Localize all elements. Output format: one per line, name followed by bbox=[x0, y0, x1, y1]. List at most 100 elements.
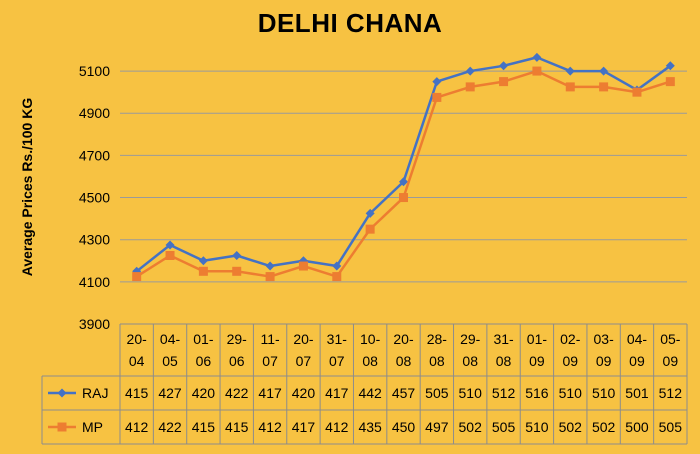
data-point-mp bbox=[132, 272, 142, 282]
x-tick-label: 01- bbox=[527, 331, 548, 347]
x-tick-label: 04 bbox=[129, 353, 145, 369]
x-tick-label: 11- bbox=[260, 331, 280, 347]
legend-label-raj: RAJ bbox=[82, 385, 108, 401]
table-cell-raj: 512 bbox=[659, 385, 683, 401]
table-cell-mp: 417 bbox=[292, 419, 316, 435]
table-cell-raj: 422 bbox=[225, 385, 249, 401]
table-cell-mp: 502 bbox=[459, 419, 483, 435]
table-cell-raj: 510 bbox=[559, 385, 583, 401]
y-tick-label: 4300 bbox=[79, 232, 110, 248]
x-tick-label: 20- bbox=[393, 331, 414, 347]
data-point-raj bbox=[399, 177, 408, 187]
x-tick-label: 08 bbox=[362, 353, 378, 369]
x-tick-label: 04- bbox=[160, 331, 181, 347]
table-cell-mp: 502 bbox=[592, 419, 616, 435]
grid-layer bbox=[120, 50, 687, 325]
table-cell-mp: 497 bbox=[425, 419, 449, 435]
y-tick-label: 4900 bbox=[79, 105, 110, 121]
series-layer bbox=[132, 52, 675, 282]
data-point-raj bbox=[465, 66, 475, 76]
x-tick-label: 09 bbox=[663, 353, 679, 369]
data-point-mp bbox=[465, 82, 475, 92]
data-point-raj bbox=[332, 261, 342, 271]
x-tick-label: 07 bbox=[296, 353, 312, 369]
table-cell-mp: 412 bbox=[125, 419, 149, 435]
data-point-raj bbox=[365, 208, 375, 218]
x-tick-label: 09 bbox=[562, 353, 578, 369]
table-cell-mp: 435 bbox=[358, 419, 382, 435]
x-tick-label: 29- bbox=[227, 331, 248, 347]
x-tick-label: 08 bbox=[396, 353, 412, 369]
table-cell-raj: 427 bbox=[158, 385, 182, 401]
x-tick-label: 06 bbox=[229, 353, 245, 369]
data-point-mp bbox=[599, 82, 609, 92]
data-point-mp bbox=[499, 77, 509, 87]
x-tick-label: 07 bbox=[329, 353, 345, 369]
x-tick-label: 31- bbox=[327, 331, 348, 347]
table-cell-mp: 505 bbox=[492, 419, 516, 435]
data-point-raj bbox=[532, 52, 542, 62]
data-point-raj bbox=[599, 66, 609, 76]
data-point-raj bbox=[165, 240, 175, 250]
data-point-raj bbox=[432, 77, 442, 87]
axis-layer: 3900 4100 4300 4500 4700 4900 5100 Average Pric… bbox=[19, 63, 681, 369]
data-point-raj bbox=[565, 66, 575, 76]
table-cell-raj: 510 bbox=[592, 385, 616, 401]
data-point-mp bbox=[432, 92, 442, 102]
data-point-mp bbox=[198, 266, 208, 276]
table-cell-raj: 516 bbox=[525, 385, 549, 401]
table-cell-raj: 420 bbox=[292, 385, 316, 401]
table-cell-mp: 505 bbox=[659, 419, 683, 435]
x-tick-label: 08 bbox=[429, 353, 445, 369]
legend-label-mp: MP bbox=[82, 419, 103, 435]
chart-title: DELHI CHANA bbox=[257, 8, 443, 38]
x-tick-label: 07 bbox=[262, 353, 278, 369]
table-cell-mp: 412 bbox=[325, 419, 349, 435]
data-point-mp bbox=[532, 66, 542, 76]
data-point-mp bbox=[265, 272, 275, 282]
y-tick-label: 5100 bbox=[79, 63, 110, 79]
table-cell-raj: 501 bbox=[625, 385, 649, 401]
table-cell-raj: 420 bbox=[192, 385, 216, 401]
x-tick-label: 03- bbox=[594, 331, 615, 347]
data-point-mp bbox=[565, 82, 575, 92]
x-tick-label: 04- bbox=[627, 331, 648, 347]
x-tick-label: 05- bbox=[660, 331, 681, 347]
data-point-mp bbox=[165, 251, 175, 260]
data-point-mp bbox=[632, 87, 642, 97]
table-cell-mp: 415 bbox=[192, 419, 216, 435]
legend-key-marker-raj bbox=[57, 388, 67, 398]
x-tick-label: 20- bbox=[293, 331, 314, 347]
table-cell-raj: 415 bbox=[125, 385, 149, 401]
x-tick-label: 09 bbox=[629, 353, 645, 369]
data-point-mp bbox=[399, 193, 408, 203]
x-tick-label: 01- bbox=[193, 331, 214, 347]
table-cell-mp: 415 bbox=[225, 419, 249, 435]
y-axis-label: Average Prices Rs./100 KG bbox=[19, 98, 35, 277]
table-cell-mp: 450 bbox=[392, 419, 416, 435]
y-tick-label: 4500 bbox=[79, 190, 110, 206]
table-cell-mp: 412 bbox=[258, 419, 282, 435]
table-cell-raj: 417 bbox=[325, 385, 349, 401]
x-tick-label: 09 bbox=[529, 353, 545, 369]
table-cell-raj: 417 bbox=[258, 385, 282, 401]
x-tick-label: 05 bbox=[162, 353, 178, 369]
data-point-raj bbox=[265, 261, 275, 271]
table-cell-mp: 510 bbox=[525, 419, 549, 435]
y-tick-label: 4100 bbox=[79, 274, 110, 290]
x-tick-label: 02- bbox=[560, 331, 581, 347]
data-point-raj bbox=[665, 61, 675, 71]
table-cell-mp: 500 bbox=[625, 419, 649, 435]
plot-background bbox=[120, 50, 687, 324]
table-cell-mp: 502 bbox=[559, 419, 583, 435]
table-cell-raj: 512 bbox=[492, 385, 516, 401]
data-point-mp bbox=[232, 266, 242, 276]
x-tick-label: 08 bbox=[496, 353, 512, 369]
y-tick-label: 4700 bbox=[79, 147, 110, 163]
table-cell-raj: 442 bbox=[358, 385, 382, 401]
x-tick-label: 08 bbox=[462, 353, 478, 369]
legend-key-marker-mp bbox=[57, 422, 67, 432]
x-tick-label: 10- bbox=[360, 331, 381, 347]
x-tick-label: 09 bbox=[596, 353, 612, 369]
y-tick-label: 3900 bbox=[79, 316, 110, 332]
